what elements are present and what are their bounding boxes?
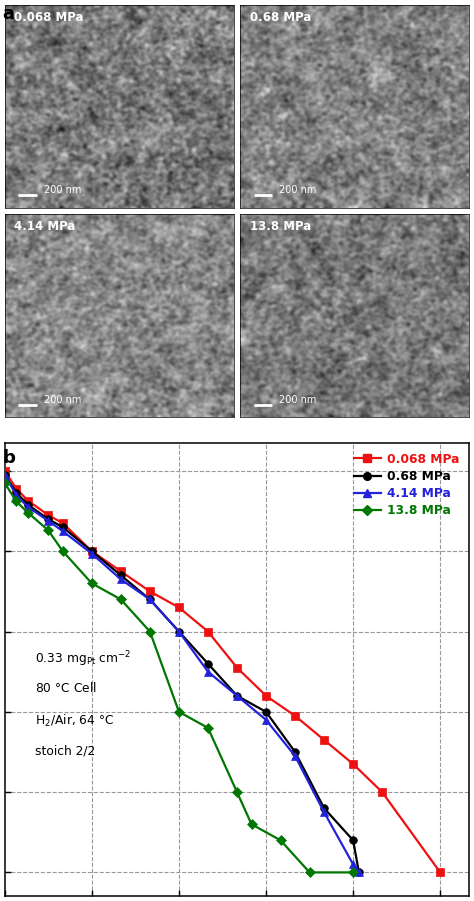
4.14 MPa (46, 515, 51, 526)
13.8 MPa (147, 626, 153, 637)
0.68 MPa (321, 803, 327, 814)
4.14 MPa (176, 626, 182, 637)
0.068 MPa (147, 586, 153, 596)
4.14 MPa (60, 526, 65, 537)
Line: 0.68 MPa: 0.68 MPa (1, 471, 363, 877)
0.068 MPa (263, 690, 269, 701)
0.68 MPa (350, 835, 356, 846)
0.068 MPa (60, 518, 65, 529)
4.14 MPa (321, 806, 327, 817)
Text: stoich 2/2: stoich 2/2 (35, 744, 95, 758)
0.68 MPa (14, 487, 19, 498)
Text: a: a (2, 5, 14, 23)
0.68 MPa (234, 690, 240, 701)
Line: 4.14 MPa: 4.14 MPa (1, 471, 363, 877)
0.68 MPa (205, 659, 211, 669)
4.14 MPa (356, 867, 362, 878)
Text: 200 nm: 200 nm (279, 186, 317, 196)
0.068 MPa (438, 867, 443, 878)
Line: 0.068 MPa: 0.068 MPa (1, 467, 444, 877)
Text: 0.68 MPa: 0.68 MPa (250, 11, 311, 23)
Text: 200 nm: 200 nm (44, 395, 81, 405)
0.68 MPa (2, 469, 8, 480)
0.68 MPa (60, 522, 65, 532)
Text: b: b (2, 449, 15, 467)
13.8 MPa (205, 723, 211, 733)
13.8 MPa (89, 578, 95, 588)
4.14 MPa (2, 469, 8, 480)
4.14 MPa (263, 714, 269, 725)
Text: 0.33 mg$_{\rm Pt}$ cm$^{-2}$: 0.33 mg$_{\rm Pt}$ cm$^{-2}$ (35, 650, 131, 669)
Text: 4.14 MPa: 4.14 MPa (14, 220, 75, 232)
0.068 MPa (350, 759, 356, 769)
0.68 MPa (46, 514, 51, 524)
0.68 MPa (89, 546, 95, 557)
0.068 MPa (14, 483, 19, 494)
13.8 MPa (234, 787, 240, 797)
0.068 MPa (176, 602, 182, 613)
0.68 MPa (356, 867, 362, 878)
0.068 MPa (46, 510, 51, 521)
0.68 MPa (176, 626, 182, 637)
13.8 MPa (278, 835, 283, 846)
4.14 MPa (350, 859, 356, 869)
0.068 MPa (2, 466, 8, 477)
13.8 MPa (350, 867, 356, 878)
Text: 13.8 MPa: 13.8 MPa (250, 220, 311, 232)
4.14 MPa (205, 666, 211, 677)
Text: H$_2$/Air, 64 $\degree$C: H$_2$/Air, 64 $\degree$C (35, 713, 114, 729)
0.068 MPa (234, 662, 240, 673)
13.8 MPa (176, 706, 182, 717)
0.068 MPa (321, 734, 327, 745)
13.8 MPa (46, 525, 51, 536)
4.14 MPa (89, 549, 95, 560)
0.068 MPa (25, 496, 31, 506)
0.68 MPa (292, 747, 298, 758)
13.8 MPa (2, 478, 8, 488)
13.8 MPa (25, 507, 31, 518)
13.8 MPa (307, 867, 312, 878)
4.14 MPa (25, 502, 31, 513)
4.14 MPa (118, 574, 124, 585)
Text: 80 $\degree$C Cell: 80 $\degree$C Cell (35, 681, 97, 695)
13.8 MPa (118, 594, 124, 605)
Legend: 0.068 MPa, 0.68 MPa, 4.14 MPa, 13.8 MPa: 0.068 MPa, 0.68 MPa, 4.14 MPa, 13.8 MPa (350, 449, 463, 521)
13.8 MPa (60, 546, 65, 557)
13.8 MPa (249, 819, 255, 830)
0.068 MPa (89, 546, 95, 557)
0.68 MPa (118, 570, 124, 581)
4.14 MPa (14, 489, 19, 500)
Line: 13.8 MPa: 13.8 MPa (1, 479, 357, 877)
0.68 MPa (147, 594, 153, 605)
Text: 200 nm: 200 nm (279, 395, 317, 405)
Text: 0.068 MPa: 0.068 MPa (14, 11, 83, 23)
0.068 MPa (205, 626, 211, 637)
0.068 MPa (118, 566, 124, 577)
4.14 MPa (147, 594, 153, 605)
0.68 MPa (263, 706, 269, 717)
4.14 MPa (234, 690, 240, 701)
4.14 MPa (292, 751, 298, 761)
0.068 MPa (379, 787, 385, 797)
0.068 MPa (292, 711, 298, 722)
13.8 MPa (14, 496, 19, 507)
0.68 MPa (25, 499, 31, 510)
Text: 200 nm: 200 nm (44, 186, 81, 196)
